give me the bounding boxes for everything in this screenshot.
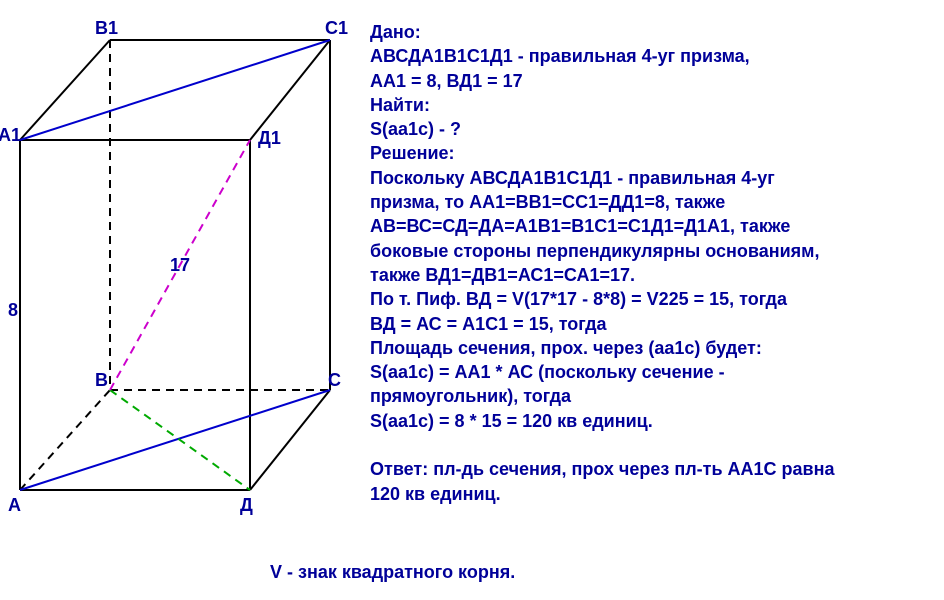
text-line: также ВД1=ДВ1=АС1=СА1=17. [370, 263, 930, 287]
vertex-label-a1: А1 [0, 125, 21, 146]
text-line: S(аа1с) = 8 * 15 = 120 кв единиц. [370, 409, 930, 433]
vertex-label-d: Д [240, 495, 253, 516]
text-line: призма, то АА1=ВВ1=СС1=ДД1=8, также [370, 190, 930, 214]
text-line: Найти: [370, 93, 930, 117]
solution-text: Дано:АВСДА1В1С1Д1 - правильная 4-уг приз… [370, 20, 930, 506]
vertex-label-b1: В1 [95, 18, 118, 39]
text-line: Поскольку АВСДА1В1С1Д1 - правильная 4-уг [370, 166, 930, 190]
vertex-label-a: А [8, 495, 21, 516]
text-line: По т. Пиф. ВД = V(17*17 - 8*8) = V225 = … [370, 287, 930, 311]
text-line: Площадь сечения, прох. через (аа1с) буде… [370, 336, 930, 360]
text-line: S(аа1с) = АА1 * АС (поскольку сечение - [370, 360, 930, 384]
text-line: Ответ: пл-дь сечения, прох через пл-ть А… [370, 457, 930, 481]
text-line: АА1 = 8, ВД1 = 17 [370, 69, 930, 93]
footnote: V - знак квадратного корня. [270, 562, 515, 583]
text-line: ВД = АС = А1С1 = 15, тогда [370, 312, 930, 336]
vertex-label-b: В [95, 370, 108, 391]
text-line: Дано: [370, 20, 930, 44]
text-line: прямоугольник), тогда [370, 384, 930, 408]
edge-label-8: 8 [8, 300, 18, 321]
text-line: 120 кв единиц. [370, 482, 930, 506]
vertex-label-c: С [328, 370, 341, 391]
text-line [370, 433, 930, 457]
text-line: АВ=ВС=СД=ДА=А1В1=В1С1=С1Д1=Д1А1, также [370, 214, 930, 238]
text-line: АВСДА1В1С1Д1 - правильная 4-уг призма, [370, 44, 930, 68]
edge-label-17: 17 [170, 255, 190, 276]
prism-diagram: А1 В1 С1 Д1 А В С Д 8 17 [0, 0, 360, 540]
vertex-label-c1: С1 [325, 18, 348, 39]
vertex-label-d1: Д1 [258, 128, 281, 149]
text-line: S(аа1с) - ? [370, 117, 930, 141]
text-line: боковые стороны перпендикулярны основани… [370, 239, 930, 263]
text-line: Решение: [370, 141, 930, 165]
